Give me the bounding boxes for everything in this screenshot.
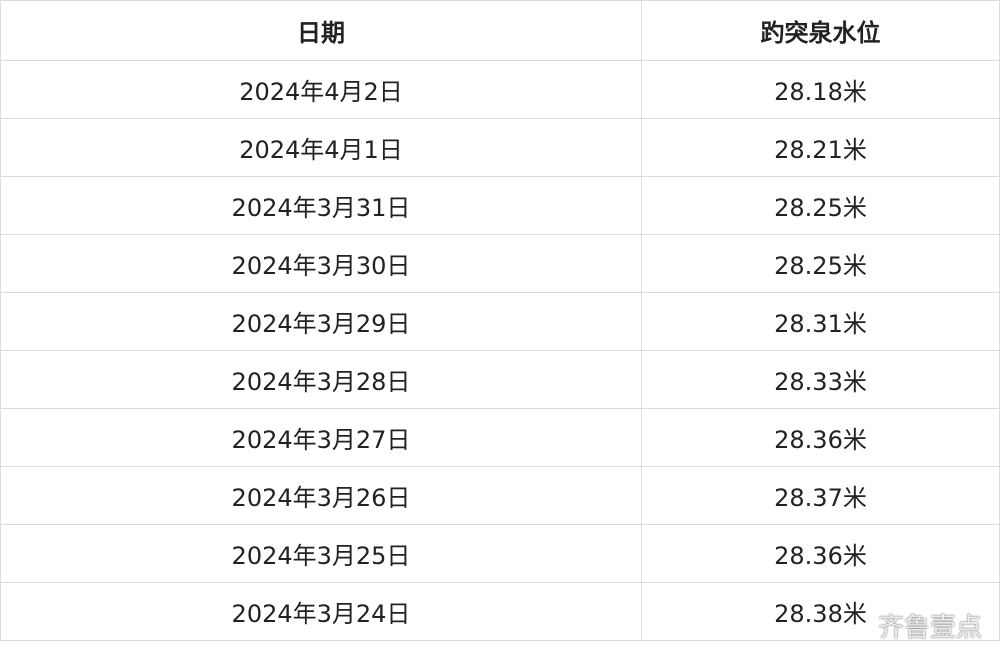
- level-cell: 28.21米: [641, 118, 1000, 177]
- date-cell: 2024年4月2日: [0, 60, 642, 119]
- date-cell: 2024年3月25日: [0, 524, 642, 583]
- date-cell: 2024年4月1日: [0, 118, 642, 177]
- table-row: 2024年3月31日 28.25米: [0, 176, 1000, 235]
- date-cell: 2024年3月24日: [0, 582, 642, 641]
- date-cell: 2024年3月27日: [0, 408, 642, 467]
- header-row: 日期 趵突泉水位: [0, 0, 1000, 61]
- watermark: 齐鲁壹点: [877, 613, 982, 643]
- date-cell: 2024年3月26日: [0, 466, 642, 525]
- table-row: 2024年4月1日 28.21米: [0, 118, 1000, 177]
- level-cell: 28.33米: [641, 350, 1000, 409]
- level-cell: 28.25米: [641, 176, 1000, 235]
- table-row: 2024年3月25日 28.36米: [0, 524, 1000, 583]
- header-cell: 趵突泉水位: [641, 0, 1000, 61]
- level-cell: 28.18米: [641, 60, 1000, 119]
- level-cell: 28.37米: [641, 466, 1000, 525]
- level-cell: 28.36米: [641, 408, 1000, 467]
- level-cell: 28.25米: [641, 234, 1000, 293]
- date-cell: 2024年3月31日: [0, 176, 642, 235]
- table-row: 2024年3月29日 28.31米: [0, 292, 1000, 351]
- date-cell: 2024年3月30日: [0, 234, 642, 293]
- level-cell: 28.38米: [641, 582, 1000, 641]
- table-row: 2024年3月24日 28.38米: [0, 582, 1000, 641]
- date-cell: 2024年3月28日: [0, 350, 642, 409]
- table-row: 2024年3月30日 28.25米: [0, 234, 1000, 293]
- header-cell: 日期: [0, 0, 642, 61]
- table-row: 2024年3月28日 28.33米: [0, 350, 1000, 409]
- table-row: 2024年4月2日 28.18米: [0, 60, 1000, 119]
- table-row: 2024年3月27日 28.36米: [0, 408, 1000, 467]
- level-cell: 28.36米: [641, 524, 1000, 583]
- table-row: 2024年3月26日 28.37米: [0, 466, 1000, 525]
- level-cell: 28.31米: [641, 292, 1000, 351]
- date-cell: 2024年3月29日: [0, 292, 642, 351]
- table-body: 2024年4月2日 28.18米 2024年4月1日 28.21米 2024年3月31日…: [0, 60, 1000, 641]
